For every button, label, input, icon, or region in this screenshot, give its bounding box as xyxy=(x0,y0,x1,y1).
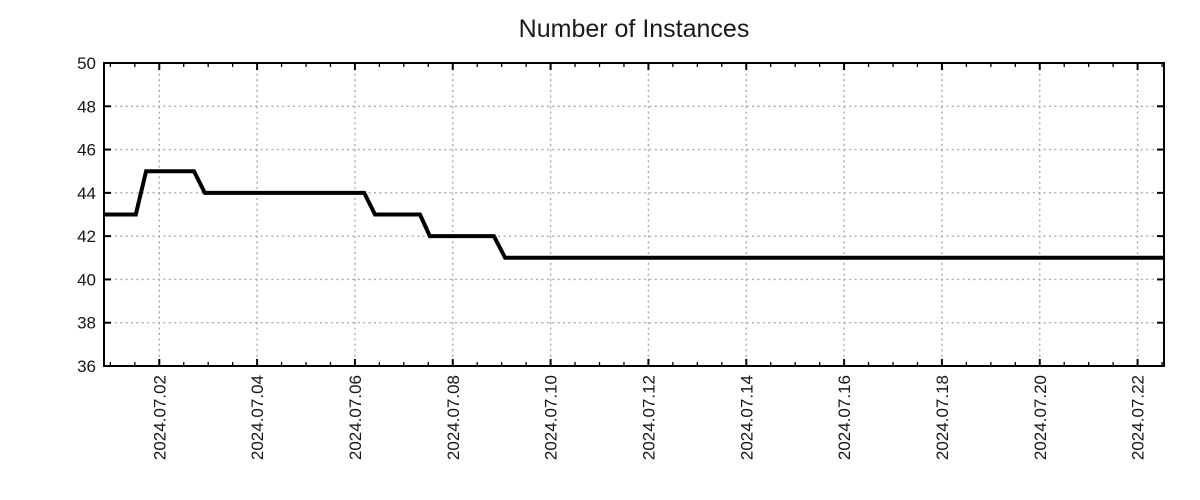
x-tick-label: 2024.07.16 xyxy=(835,375,854,460)
data-line xyxy=(104,169,1164,260)
y-tick-label: 44 xyxy=(77,184,96,203)
x-tick-label: 2024.07.08 xyxy=(444,375,463,460)
x-tick-label: 2024.07.04 xyxy=(248,375,267,460)
y-tick-label: 50 xyxy=(77,54,96,73)
x-tick-label: 2024.07.22 xyxy=(1129,375,1148,460)
x-tick-label: 2024.07.10 xyxy=(542,375,561,460)
x-tick-label: 2024.07.02 xyxy=(150,375,169,460)
chart-title: Number of Instances xyxy=(518,15,750,43)
y-tick-label: 38 xyxy=(77,314,96,333)
y-tick-label: 42 xyxy=(77,227,96,246)
x-tick-label: 2024.07.18 xyxy=(933,375,952,460)
y-tick-label: 40 xyxy=(77,270,96,289)
plot-frame xyxy=(103,62,1165,367)
y-tick-label: 48 xyxy=(77,97,96,116)
y-tick-label: 46 xyxy=(77,141,96,160)
x-tick-label: 2024.07.14 xyxy=(737,375,756,460)
x-tick-label: 2024.07.06 xyxy=(346,375,365,460)
y-tick-label: 36 xyxy=(77,357,96,376)
x-tick-label: 2024.07.20 xyxy=(1031,375,1050,460)
x-tick-label: 2024.07.12 xyxy=(639,375,658,460)
